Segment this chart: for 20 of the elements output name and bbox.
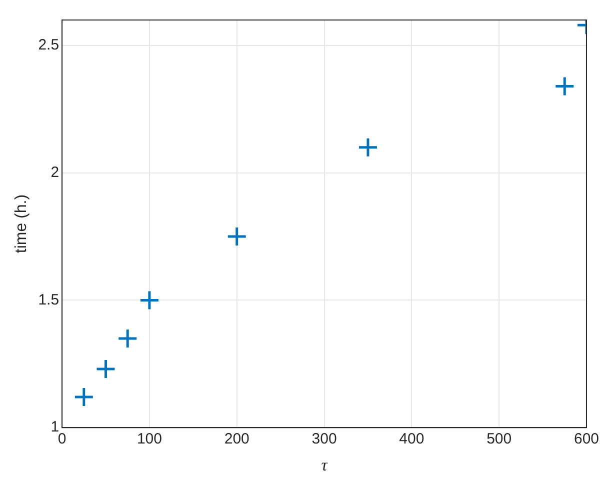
point [358, 137, 378, 158]
x-tick-label: 600 [574, 430, 599, 448]
x-tick-label: 200 [224, 430, 250, 448]
x-tick-label: 400 [399, 430, 424, 448]
x-axis-title: τ [321, 455, 328, 474]
point [74, 386, 94, 408]
x-tick-label: 300 [312, 430, 337, 448]
point [117, 328, 138, 349]
point [139, 290, 160, 310]
point [554, 76, 575, 96]
y-tick-label: 1 [50, 418, 60, 436]
point [226, 226, 248, 247]
y-tick-label: 1.5 [38, 291, 60, 308]
y-tick-label: 2.5 [38, 36, 60, 54]
x-tick-label: 500 [486, 430, 512, 448]
x-tick-label: 100 [136, 430, 162, 448]
point [96, 358, 116, 380]
y-axis-title: time (h.) [13, 194, 30, 254]
y-tick-label: 2 [50, 164, 60, 181]
x-tick-label: 0 [58, 430, 66, 448]
